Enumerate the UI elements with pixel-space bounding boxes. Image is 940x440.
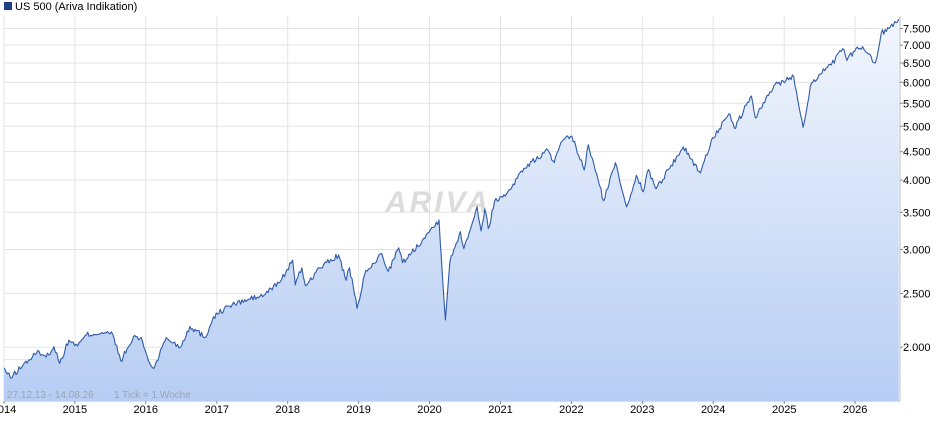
x-axis: 2014 2015 2016 2017 2018 2019 2020 2021 2022 2023…	[0, 401, 867, 416]
y-axis: 2.000 2.500 3.000 3.500 4.000 4.500 5.000 5.500…	[900, 24, 931, 354]
x-tick-label: 2019	[346, 404, 370, 416]
x-tick-label: 2017	[205, 404, 229, 416]
series-line	[4, 18, 900, 379]
y-tick-label: 4.000	[903, 175, 931, 187]
y-tick-label: 2.000	[903, 342, 931, 354]
y-tick-label: 6.500	[903, 58, 931, 70]
x-tick-label: 2023	[630, 404, 654, 416]
x-tick-label: 2015	[63, 404, 87, 416]
y-tick-label: 6.000	[903, 77, 931, 89]
y-tick-label: 4.500	[903, 147, 931, 159]
x-tick-label: 2026	[843, 404, 867, 416]
y-tick-label: 2.500	[903, 288, 931, 300]
series-area-fill	[4, 19, 899, 401]
x-tick-label: 2020	[417, 404, 441, 416]
x-tick-label: 2022	[559, 404, 583, 416]
y-tick-label: 3.000	[903, 244, 931, 256]
legend-label: US 500 (Ariva Indikation)	[15, 1, 137, 13]
x-tick-label: 2024	[701, 404, 725, 416]
x-tick-label: 2025	[772, 404, 796, 416]
y-tick-label: 7.500	[903, 24, 931, 36]
x-tick-label: 2018	[275, 404, 299, 416]
footer-tick-info: 1 Tick = 1 Woche	[114, 390, 191, 401]
footer-range: 27.12.13 - 14.08.26	[7, 390, 94, 401]
legend-swatch	[4, 2, 12, 10]
x-tick-label: 2016	[134, 404, 158, 416]
y-tick-label: 3.500	[903, 207, 931, 219]
x-tick-label: 2021	[488, 404, 512, 416]
x-tick-label: 2014	[0, 404, 16, 416]
watermark: ARIVA	[384, 186, 491, 219]
y-tick-label: 5.000	[903, 121, 931, 133]
y-tick-label: 7.000	[903, 40, 931, 52]
y-tick-label: 5.500	[903, 98, 931, 110]
